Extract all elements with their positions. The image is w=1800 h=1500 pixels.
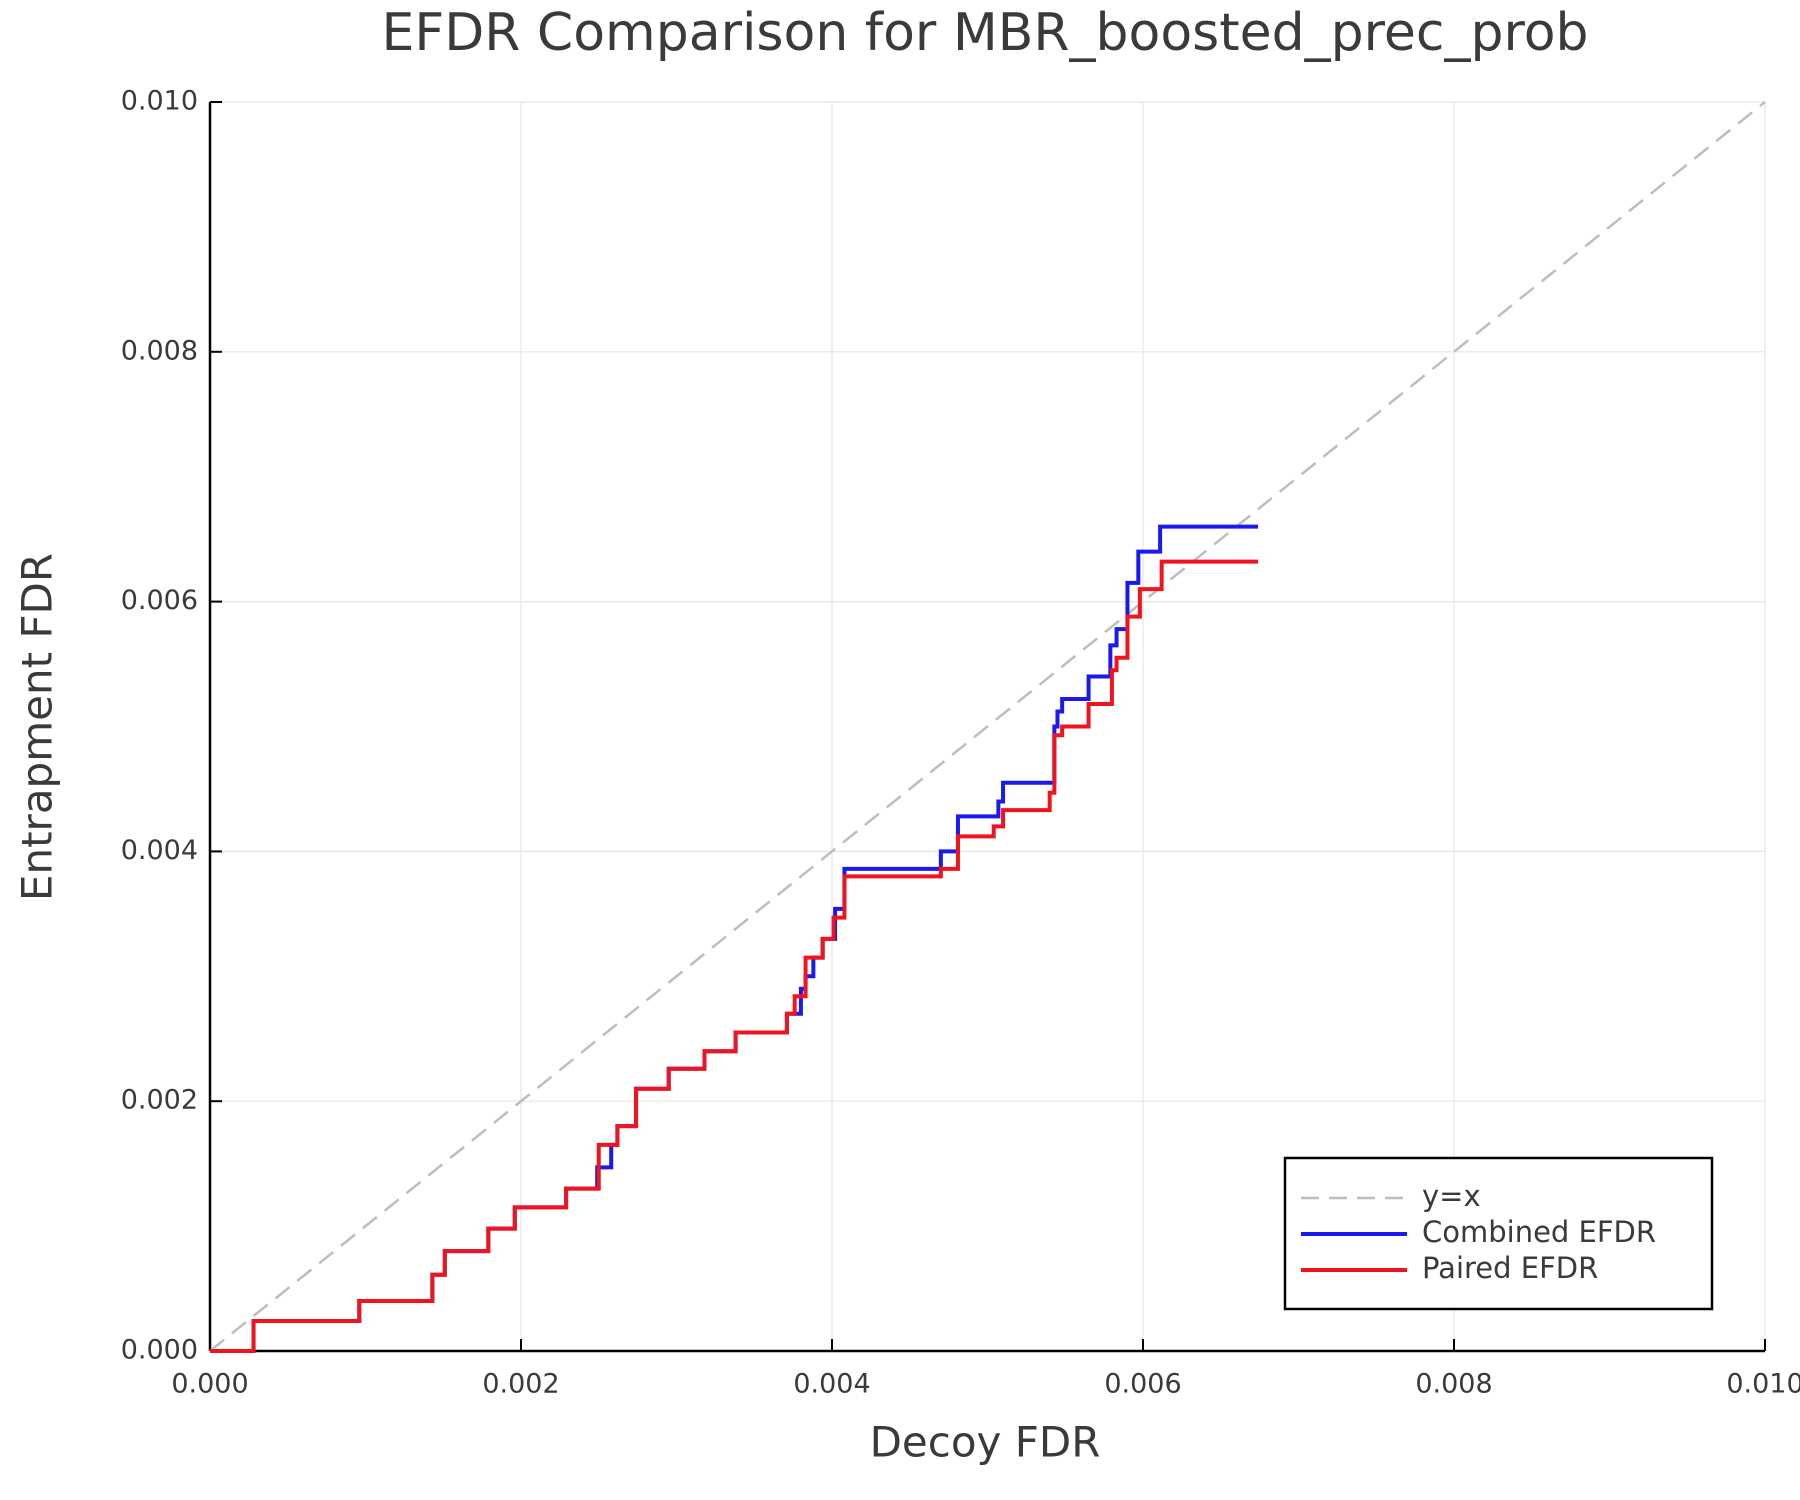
x-tick-label: 0.004 xyxy=(793,1369,870,1400)
legend-label: Combined EFDR xyxy=(1422,1215,1656,1249)
y-tick-label: 0.002 xyxy=(121,1085,198,1116)
legend-label: y=x xyxy=(1422,1179,1481,1213)
x-tick-label: 0.002 xyxy=(482,1369,559,1400)
x-axis-label: Decoy FDR xyxy=(870,1418,1101,1467)
x-tick-label: 0.006 xyxy=(1104,1369,1181,1400)
y-tick-label: 0.010 xyxy=(121,86,198,117)
data-line xyxy=(210,524,1259,1353)
x-tick-label: 0.010 xyxy=(1726,1369,1800,1400)
y-tick-label: 0.000 xyxy=(121,1335,198,1366)
y-axis-label: Entrapment FDR xyxy=(13,553,62,901)
x-tick-label: 0.008 xyxy=(1415,1369,1492,1400)
y-tick-label: 0.008 xyxy=(121,335,198,366)
y-tick-label: 0.006 xyxy=(121,585,198,616)
data-line xyxy=(209,101,1766,1352)
legend-label: Paired EFDR xyxy=(1422,1251,1598,1285)
chart-title: EFDR Comparison for MBR_boosted_prec_pro… xyxy=(381,3,1588,63)
data-line xyxy=(210,559,1259,1353)
y-tick-label: 0.004 xyxy=(121,835,198,866)
x-tick-label: 0.000 xyxy=(171,1369,248,1400)
